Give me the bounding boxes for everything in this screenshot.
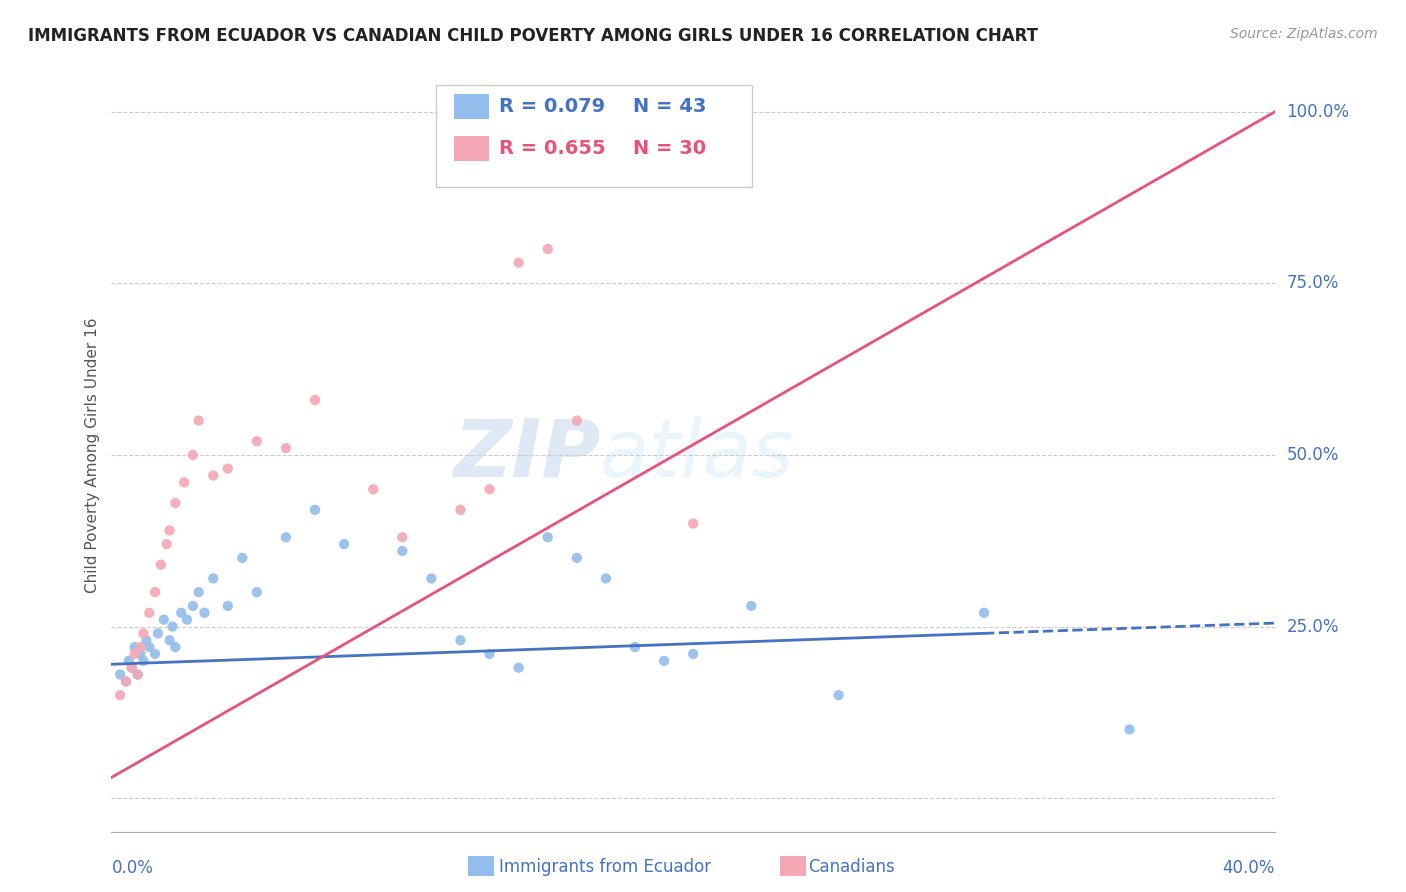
Point [391, 530, 413, 544]
Point [595, 571, 617, 585]
Point [973, 606, 995, 620]
Point [246, 434, 269, 449]
Point [1118, 723, 1140, 737]
Point [159, 633, 181, 648]
Point [537, 242, 560, 256]
Point [827, 688, 849, 702]
Point [146, 626, 169, 640]
Point [115, 674, 138, 689]
Point [132, 626, 155, 640]
Point [138, 640, 160, 654]
Point [508, 661, 530, 675]
Y-axis label: Child Poverty Among Girls Under 16: Child Poverty Among Girls Under 16 [86, 318, 100, 592]
Point [129, 640, 152, 654]
Point [121, 661, 143, 675]
Text: N = 43: N = 43 [633, 96, 706, 116]
Text: Canadians: Canadians [808, 858, 896, 876]
Point [274, 530, 297, 544]
Point [170, 606, 193, 620]
Point [624, 640, 647, 654]
Point [231, 550, 253, 565]
Point [132, 654, 155, 668]
Text: 50.0%: 50.0% [1286, 446, 1339, 464]
Point [159, 524, 181, 538]
Text: N = 30: N = 30 [633, 138, 706, 158]
Point [181, 448, 204, 462]
Point [152, 613, 174, 627]
Point [193, 606, 215, 620]
Point [478, 482, 501, 496]
Text: atlas: atlas [600, 416, 794, 494]
Point [508, 256, 530, 270]
Point [217, 599, 239, 613]
Text: R = 0.655: R = 0.655 [499, 138, 606, 158]
Point [740, 599, 762, 613]
Text: ZIP: ZIP [453, 416, 600, 494]
Point [187, 585, 209, 599]
Point [217, 461, 239, 475]
Point [135, 633, 157, 648]
Point [162, 619, 184, 633]
Point [682, 647, 704, 661]
Point [143, 585, 166, 599]
Point [274, 441, 297, 455]
Text: 25.0%: 25.0% [1286, 617, 1339, 635]
Point [124, 640, 146, 654]
Point [187, 414, 209, 428]
Point [118, 654, 141, 668]
Point [129, 647, 152, 661]
Text: 100.0%: 100.0% [1286, 103, 1350, 120]
Point [165, 496, 187, 510]
Point [391, 544, 413, 558]
Text: 0.0%: 0.0% [111, 859, 153, 877]
Text: Immigrants from Ecuador: Immigrants from Ecuador [499, 858, 711, 876]
Point [304, 503, 326, 517]
Text: IMMIGRANTS FROM ECUADOR VS CANADIAN CHILD POVERTY AMONG GIRLS UNDER 16 CORRELATI: IMMIGRANTS FROM ECUADOR VS CANADIAN CHIL… [28, 27, 1038, 45]
Text: 75.0%: 75.0% [1286, 275, 1339, 293]
Point [124, 647, 146, 661]
Point [127, 667, 149, 681]
Text: R = 0.079: R = 0.079 [499, 96, 605, 116]
Point [304, 392, 326, 407]
Point [537, 530, 560, 544]
Point [176, 613, 198, 627]
Point [202, 571, 225, 585]
Point [108, 667, 131, 681]
Point [333, 537, 356, 551]
Point [115, 674, 138, 689]
Point [149, 558, 172, 572]
Point [246, 585, 269, 599]
Point [202, 468, 225, 483]
Point [173, 475, 195, 490]
Point [478, 647, 501, 661]
Point [127, 667, 149, 681]
Point [565, 414, 588, 428]
Point [165, 640, 187, 654]
Point [449, 503, 471, 517]
Text: Source: ZipAtlas.com: Source: ZipAtlas.com [1230, 27, 1378, 41]
Point [652, 654, 675, 668]
Point [420, 571, 443, 585]
Point [138, 606, 160, 620]
Point [156, 537, 179, 551]
Point [565, 550, 588, 565]
Point [624, 119, 647, 133]
Point [682, 516, 704, 531]
Point [181, 599, 204, 613]
Point [449, 633, 471, 648]
Point [143, 647, 166, 661]
Point [108, 688, 131, 702]
Point [121, 661, 143, 675]
Point [361, 482, 384, 496]
Text: 40.0%: 40.0% [1223, 859, 1275, 877]
